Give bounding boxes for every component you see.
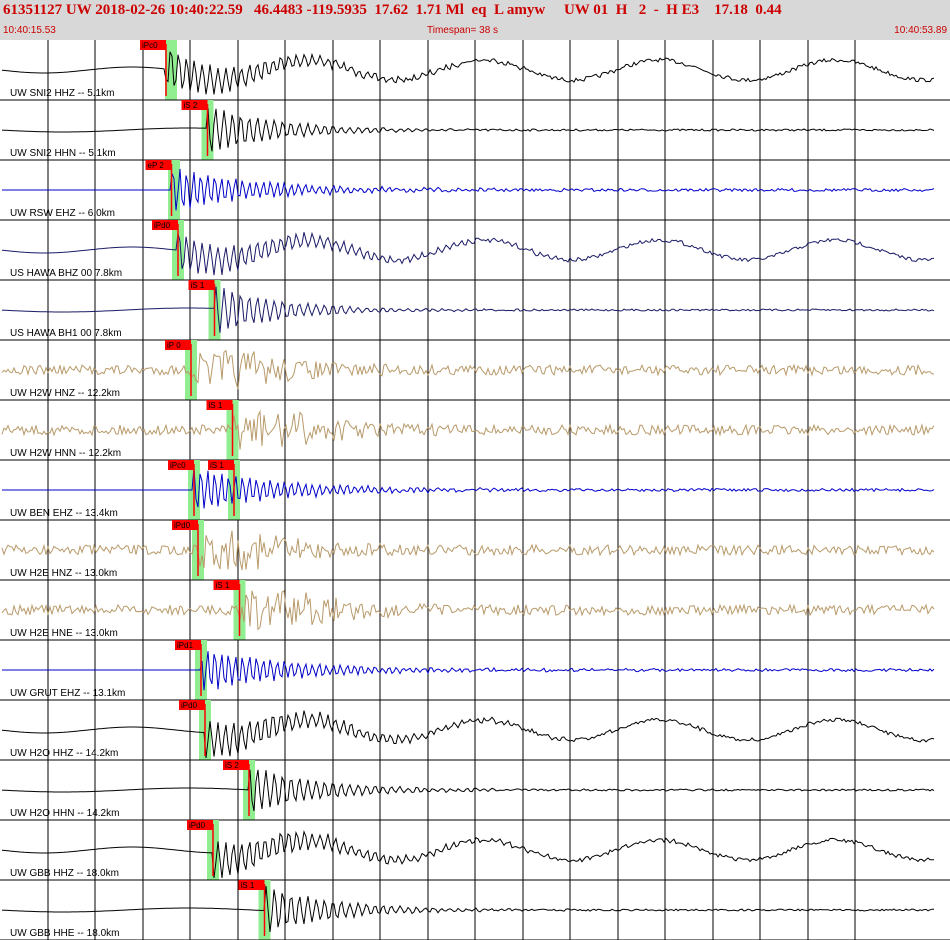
pick-label: eP 2 (148, 161, 165, 170)
pick-label: iS 2 (184, 101, 198, 110)
channel-label: UW H2W HNZ -- 12.2km (10, 388, 120, 399)
trace-row[interactable]: iS 2 UW H2O HHN -- 14.2km (0, 760, 950, 821)
channel-label: UW H2W HNN -- 12.2km (10, 448, 121, 459)
pick-label: iPd0 (181, 701, 198, 710)
pick-label: iPd0 (189, 821, 206, 830)
pick-label: iPd0 (154, 221, 171, 230)
trace-row[interactable]: iPc0 UW SNI2 HHZ -- 5.1km (0, 40, 950, 101)
trace-row[interactable]: iS 1 US HAWA BH1 00 7.8km (0, 280, 950, 341)
trace-row[interactable]: eP 2 UW RSW EHZ -- 6.0km (0, 160, 950, 221)
waveform (2, 168, 935, 211)
trace-row[interactable]: iPd0 UW GBB HHZ -- 18.0km (0, 820, 950, 881)
pick-label: iPc0 (170, 461, 186, 470)
channel-label: UW BEN EHZ -- 13.4km (10, 508, 118, 519)
waveform (1, 769, 935, 812)
trace-row[interactable]: iPd0 UW H2E HNZ -- 13.0km (0, 520, 950, 581)
trace-row[interactable]: iPc0 iS 1 UW BEN EHZ -- 13.4km (0, 460, 950, 521)
channel-label: UW GBB HHZ -- 18.0km (10, 868, 119, 879)
waveform (1, 589, 935, 631)
pick-flag[interactable] (187, 820, 213, 830)
pick-flag[interactable] (145, 160, 172, 170)
pick-flag[interactable] (172, 520, 198, 530)
pick-flag[interactable] (238, 880, 265, 890)
channel-label: UW H2O HHZ -- 14.2km (10, 748, 118, 759)
channel-label: US HAWA BHZ 00 7.8km (10, 268, 122, 279)
pick-flag[interactable] (179, 700, 205, 710)
channel-label: UW GRUT EHZ -- 13.1km (10, 688, 125, 699)
pick-label: iS 1 (209, 401, 223, 410)
trace-row[interactable]: iPd0 US HAWA BHZ 00 7.8km (0, 220, 950, 281)
pick-flag[interactable] (152, 220, 178, 230)
timespan-label: Timespan= 38 s (427, 25, 499, 36)
channel-label: UW SNI2 HHN -- 5.1km (10, 148, 116, 159)
channel-label: UW H2E HNE -- 13.0km (10, 628, 118, 639)
pick-flag[interactable] (165, 340, 191, 350)
start-time: 10:40:15.53 (3, 25, 56, 36)
waveform (1, 349, 935, 390)
waveform (2, 467, 935, 509)
pick-label: iPd0 (174, 521, 191, 530)
event-header: 61351127 UW 2018-02-26 10:40:22.59 46.44… (0, 0, 950, 40)
waveform (2, 651, 935, 691)
pick-flag[interactable] (208, 460, 234, 470)
waveform (1, 231, 934, 276)
pick-label: iPd1 (177, 641, 194, 650)
channel-label: UW H2O HHN -- 14.2km (10, 808, 119, 819)
pick-label: iS 1 (216, 581, 230, 590)
pick-flag[interactable] (188, 280, 215, 290)
pick-flag[interactable] (206, 400, 233, 410)
channel-label: UW H2E HNZ -- 13.0km (10, 568, 117, 579)
waveform (1, 530, 935, 571)
pick-flag[interactable] (223, 760, 249, 770)
waveform (1, 885, 935, 933)
pick-flag[interactable] (181, 100, 208, 110)
pick-flag[interactable] (168, 460, 194, 470)
pick-window (165, 40, 177, 100)
channel-label: US HAWA BH1 00 7.8km (10, 328, 122, 339)
pick-flag[interactable] (213, 580, 240, 590)
waveform (1, 710, 935, 759)
seismogram-panel[interactable]: iPc0 UW SNI2 HHZ -- 5.1km iS 2 UW SNI2 HHN … (0, 40, 950, 940)
waveform (1, 286, 935, 333)
channel-label: UW RSW EHZ -- 6.0km (10, 208, 115, 219)
trace-row[interactable]: iS 1 UW H2W HNN -- 12.2km (0, 400, 950, 461)
pick-label: iS 1 (210, 461, 224, 470)
end-time: 10:40:53.89 (894, 25, 947, 36)
waveform (1, 107, 935, 152)
trace-row[interactable]: iS 1 UW GBB HHE -- 18.0km (0, 880, 950, 940)
trace-row[interactable]: iPd0 UW H2O HHZ -- 14.2km (0, 700, 950, 761)
pick-label: iS 1 (191, 281, 205, 290)
trace-row[interactable]: iS 1 UW H2E HNE -- 13.0km (0, 580, 950, 641)
pick-label: iS 1 (241, 881, 255, 890)
waveform (1, 830, 935, 879)
pick-flag[interactable] (175, 640, 201, 650)
pick-flag[interactable] (140, 40, 166, 50)
waveform (1, 51, 935, 95)
waveform (1, 409, 935, 450)
pick-label: iPc0 (142, 41, 158, 50)
channel-label: UW GBB HHE -- 18.0km (10, 928, 119, 939)
pick-label: iP 0 (167, 341, 181, 350)
event-title: 61351127 UW 2018-02-26 10:40:22.59 46.44… (3, 2, 782, 18)
pick-label: iS 2 (225, 761, 239, 770)
trace-row[interactable]: iP 0 UW H2W HNZ -- 12.2km (0, 340, 950, 401)
channel-label: UW SNI2 HHZ -- 5.1km (10, 88, 114, 99)
trace-row[interactable]: iPd1 UW GRUT EHZ -- 13.1km (0, 640, 950, 701)
